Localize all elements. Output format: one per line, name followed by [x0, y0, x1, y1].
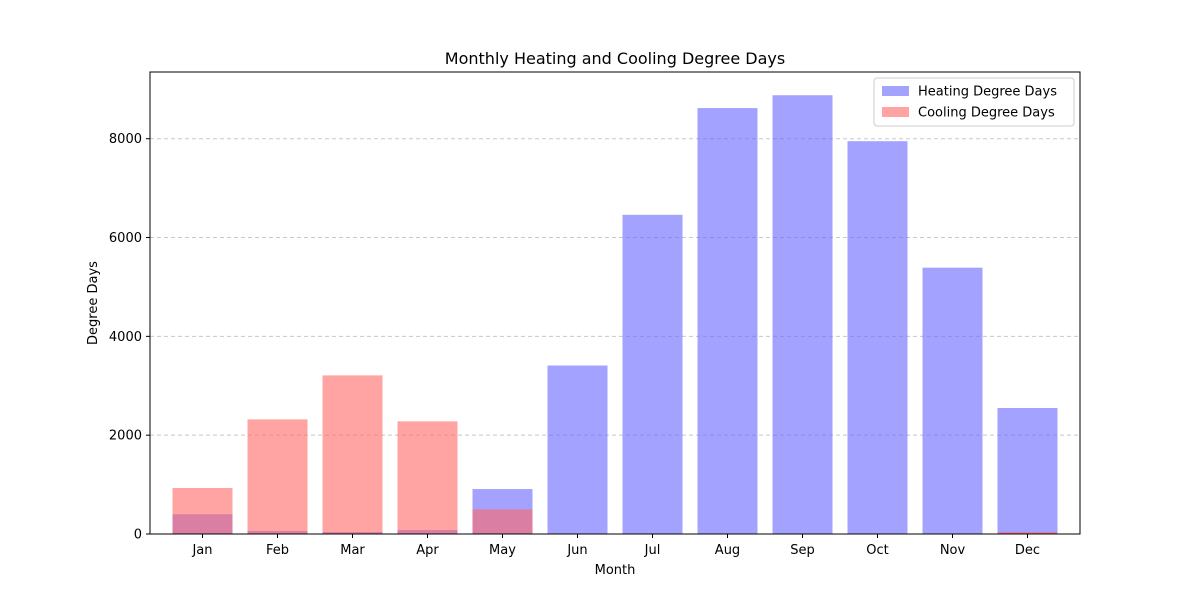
bars — [172, 95, 1058, 535]
x-tick-label: Jan — [191, 543, 212, 558]
bar-heating-oct — [847, 141, 908, 535]
y-tick-label: 2000 — [109, 429, 142, 444]
bar-cooling-may — [472, 509, 533, 534]
bar-heating-nov — [922, 267, 983, 534]
x-axis-ticks: Jan Feb Mar Apr May Jun Jul Aug Sep Oct Nov Dec — [191, 534, 1040, 558]
legend-swatch-cooling — [882, 107, 909, 117]
plot-frame — [149, 71, 1081, 535]
y-axis-label: Degree Days — [86, 261, 101, 345]
bar-cooling-jan — [172, 488, 233, 534]
y-axis-ticks: 0 2000 4000 6000 8000 — [109, 132, 150, 543]
bar-heating-jun — [547, 365, 608, 534]
bar-cooling-dec — [997, 532, 1058, 534]
x-tick-label: Jun — [566, 543, 587, 558]
x-tick-label: May — [489, 543, 516, 558]
x-tick-label: Dec — [1015, 543, 1040, 558]
legend-swatch-heating — [882, 86, 909, 96]
chart-title: Monthly Heating and Cooling Degree Days — [445, 49, 785, 68]
bar-cooling-mar — [322, 375, 383, 534]
bar-cooling-feb — [247, 419, 308, 534]
x-tick-label: Apr — [416, 543, 439, 558]
x-tick-label: Feb — [266, 543, 289, 558]
bar-heating-jul — [622, 214, 683, 535]
y-tick-label: 0 — [134, 528, 142, 543]
y-tick-label: 6000 — [109, 231, 142, 246]
legend-box — [873, 77, 1075, 127]
bar-heating-dec — [997, 408, 1058, 534]
x-tick-label: Oct — [866, 543, 888, 558]
bar-heating-aug — [697, 108, 758, 534]
y-tick-label: 8000 — [109, 132, 142, 147]
x-tick-label: Jul — [644, 543, 661, 558]
y-tick-label: 4000 — [109, 330, 142, 345]
x-tick-label: Sep — [790, 543, 815, 558]
legend-label-heating: Heating Degree Days — [918, 85, 1057, 100]
x-axis-label: Month — [595, 563, 636, 578]
x-tick-label: Aug — [715, 543, 740, 558]
x-tick-label: Nov — [940, 543, 966, 558]
legend: Heating Degree Days Cooling Degree Days — [873, 77, 1075, 127]
legend-label-cooling: Cooling Degree Days — [918, 106, 1055, 121]
bar-cooling-apr — [397, 421, 458, 534]
bar-heating-sep — [772, 95, 833, 535]
x-tick-label: Mar — [340, 543, 365, 558]
